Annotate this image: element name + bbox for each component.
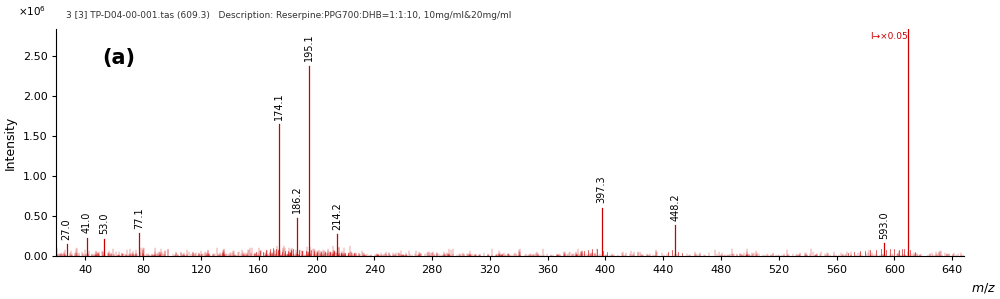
Text: 186.2: 186.2 [292,186,302,213]
Text: $\it{m/z}$: $\it{m/z}$ [971,281,996,295]
Text: 214.2: 214.2 [332,202,342,230]
Text: $\times$10$^6$: $\times$10$^6$ [18,4,47,18]
Text: I→×0.05: I→×0.05 [870,32,908,41]
Text: 448.2: 448.2 [670,193,680,221]
Text: (a): (a) [102,48,135,68]
Text: 77.1: 77.1 [134,207,144,229]
Text: 41.0: 41.0 [82,212,92,234]
Text: 593.0: 593.0 [879,211,889,239]
Text: 195.1: 195.1 [304,33,314,61]
Text: 27.0: 27.0 [62,218,72,240]
Y-axis label: Intensity: Intensity [4,115,17,170]
Text: 53.0: 53.0 [99,213,109,234]
Text: 3 [3] TP-D04-00-001.tas (609.3)   Description: Reserpine:PPG700:DHB=1:1:10, 10mg: 3 [3] TP-D04-00-001.tas (609.3) Descript… [66,11,511,20]
Text: 397.3: 397.3 [597,176,607,204]
Text: 174.1: 174.1 [274,92,284,120]
